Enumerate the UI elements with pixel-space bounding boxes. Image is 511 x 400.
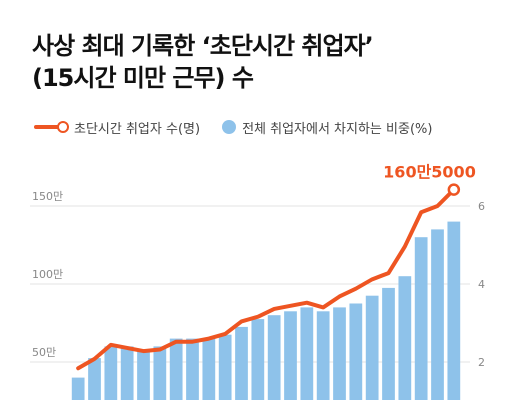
chart-title: 사상 최대 기록한 ‘초단시간 취업자’ (15시간 미만 근무) 수: [32, 30, 502, 94]
bar: [365, 295, 379, 400]
bar: [153, 346, 167, 400]
bar: [398, 276, 412, 400]
bar: [169, 338, 183, 400]
bar: [251, 319, 265, 400]
right-tick-label: 6: [478, 200, 485, 213]
bar: [104, 346, 118, 400]
bar: [447, 221, 461, 400]
bar: [316, 311, 330, 400]
bar: [333, 307, 346, 400]
bar: [218, 334, 232, 400]
series-line: [76, 187, 456, 371]
left-tick-label: 150만: [32, 190, 63, 203]
left-tick-label: 100만: [32, 268, 63, 281]
legend-line-swatch: [34, 121, 69, 133]
bar: [300, 307, 314, 400]
bar: [71, 377, 85, 400]
bar: [431, 229, 444, 400]
bar: [235, 326, 248, 400]
title-line-2: (15시간 미만 근무) 수: [32, 64, 254, 92]
bar: [137, 350, 150, 400]
bar: [202, 338, 216, 400]
bar: [414, 237, 428, 400]
chart-area: 50만 100만 150만 2 4 6 160만5000: [30, 163, 485, 400]
legend-bar-swatch: [222, 120, 237, 134]
bar: [267, 315, 281, 400]
right-tick-label: 4: [478, 278, 485, 291]
bar: [382, 287, 395, 400]
left-tick-label: 50만: [32, 346, 56, 359]
legend-bar-label: 전체 취업자에서 차지하는 비중(%): [242, 121, 433, 137]
right-tick-label: 2: [478, 356, 485, 369]
bar: [120, 346, 134, 400]
peak-value-label: 160만5000: [383, 163, 476, 182]
bar: [88, 358, 101, 400]
legend: 초단시간 취업자 수(명) 전체 취업자에서 차지하는 비중(%): [34, 116, 504, 138]
bar: [349, 303, 363, 400]
bar: [186, 338, 199, 400]
bar: [284, 311, 297, 400]
line-end-marker: [447, 183, 461, 196]
legend-line-label: 초단시간 취업자 수(명): [74, 121, 201, 137]
title-line-1: 사상 최대 기록한 ‘초단시간 취업자’: [32, 32, 374, 60]
